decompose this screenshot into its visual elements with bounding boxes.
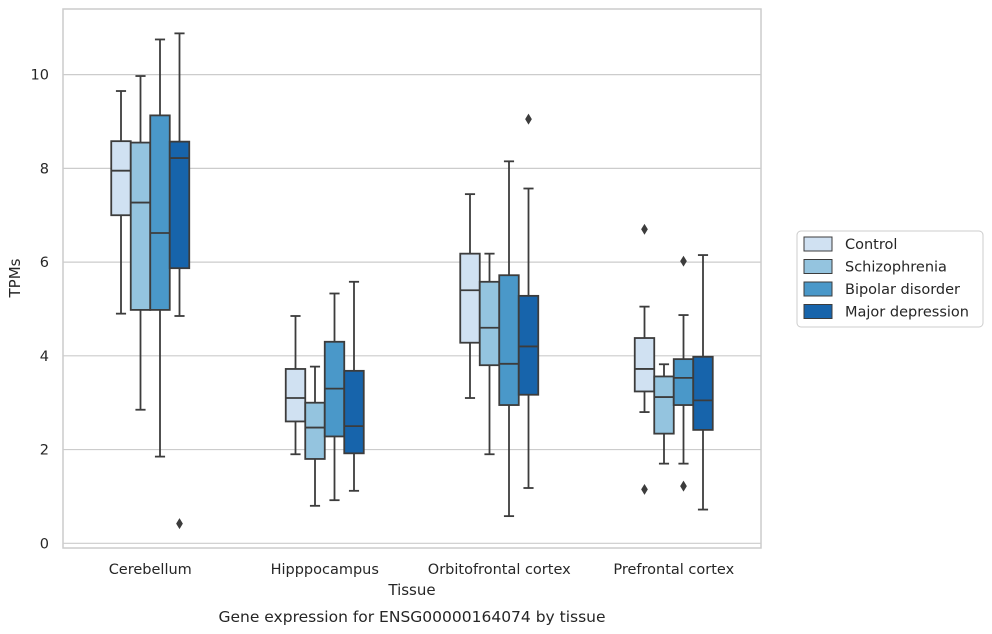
box-bipolar-disorder <box>498 160 520 518</box>
y-axis-title: TPMs <box>6 258 24 298</box>
x-axis-title: Tissue <box>387 581 435 599</box>
legend-label: Control <box>845 237 897 253</box>
iqr-box <box>168 140 191 270</box>
outlier-point <box>176 518 183 530</box>
box-schizophrenia <box>129 75 152 411</box>
iqr-box <box>343 369 365 455</box>
iqr-box <box>517 294 540 396</box>
legend-label: Bipolar disorder <box>845 282 960 298</box>
outlier-point <box>641 483 648 495</box>
outlier-point <box>525 113 532 125</box>
box-major-depression <box>517 113 540 489</box>
plot-frame <box>62 8 762 549</box>
iqr-box <box>692 355 714 431</box>
legend-swatch <box>803 236 833 252</box>
legend-swatch <box>803 304 833 319</box>
y-tick-label: 2 <box>40 443 49 459</box>
y-tick-label: 4 <box>40 349 49 365</box>
box-bipolar-disorder <box>672 255 695 492</box>
outlier-point <box>641 223 648 235</box>
box-control <box>633 223 656 495</box>
iqr-box <box>672 358 695 406</box>
box-schizophrenia <box>478 252 501 456</box>
box-control <box>459 193 481 399</box>
iqr-box <box>284 368 307 423</box>
outlier-point <box>680 255 687 267</box>
iqr-box <box>478 280 501 367</box>
iqr-box <box>129 141 152 311</box>
x-tick-label: Cerebellum <box>109 562 192 578</box>
y-tick-label: 6 <box>40 255 49 271</box>
y-tick-label: 8 <box>40 161 49 177</box>
x-tick-label: Hipppocampus <box>271 562 379 578</box>
legend-label: Schizophrenia <box>845 260 947 276</box>
box-major-depression <box>168 32 191 530</box>
y-tick-label: 0 <box>40 536 49 552</box>
y-tick-label: 10 <box>31 68 49 84</box>
x-tick-label: Prefrontal cortex <box>613 562 734 578</box>
iqr-box <box>304 401 326 460</box>
legend-swatch <box>803 259 833 274</box>
box-control <box>284 315 307 456</box>
iqr-box <box>498 274 520 406</box>
x-tick-labels: Cerebellum Hipppocampus Orbitofrontal cort… <box>109 562 735 578</box>
boxes-layer <box>110 32 714 530</box>
iqr-box <box>110 140 132 217</box>
legend-label: Major depression <box>845 305 969 321</box>
x-tick-label: Orbitofrontal cortex <box>428 562 571 578</box>
legend-frame <box>796 230 984 328</box>
box-bipolar-disorder <box>323 292 346 502</box>
box-major-depression <box>692 254 714 511</box>
iqr-box <box>633 337 656 393</box>
iqr-box <box>653 375 675 435</box>
legend: Control Schizophrenia Bipolar disorder Majo… <box>796 230 984 328</box>
outlier-point <box>680 480 687 492</box>
legend-swatch <box>803 281 833 297</box>
iqr-box <box>459 252 481 344</box>
chart-caption-title: Gene expression for ENSG00000164074 by t… <box>218 608 605 626</box>
box-control <box>110 90 132 315</box>
box-major-depression <box>343 280 365 492</box>
iqr-box <box>149 114 171 311</box>
y-tick-labels: 0 2 4 6 8 10 <box>31 68 49 553</box>
